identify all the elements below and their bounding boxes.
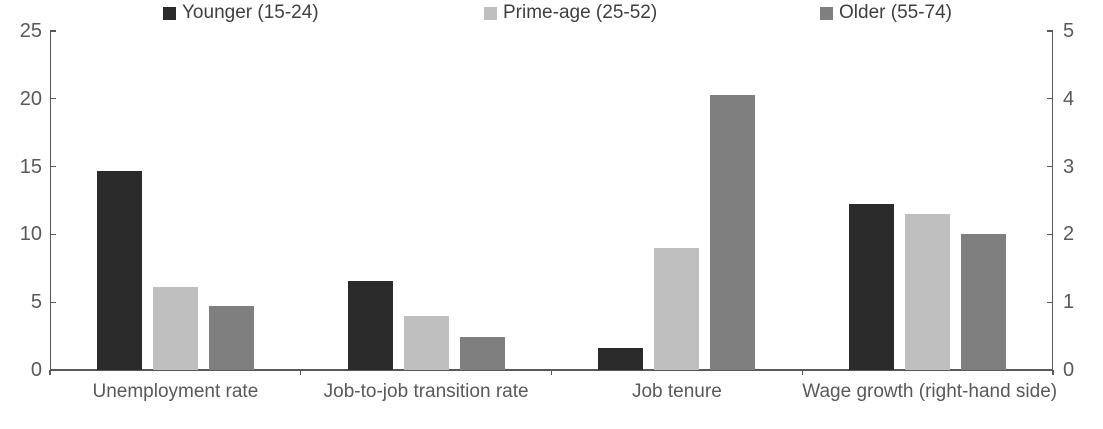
- left-y-axis-line: [50, 31, 52, 370]
- legend-label-older: Older (55-74): [839, 2, 952, 23]
- bar-group: [50, 170, 301, 370]
- legend-label-younger: Younger (15-24): [182, 2, 319, 23]
- legend-swatch-younger: [163, 6, 176, 20]
- left-y-axis-tick-label: 0: [30, 359, 42, 381]
- bar: [905, 214, 951, 370]
- right-y-axis-tick-label: 1: [1063, 291, 1075, 314]
- left-y-axis-tick-label: 20: [19, 87, 42, 110]
- legend-swatch-prime-age: [484, 6, 497, 20]
- left-y-axis-tick-mark: [50, 30, 56, 32]
- bar-group: [301, 280, 552, 370]
- bar: [152, 287, 198, 370]
- bar: [961, 234, 1007, 370]
- bar: [598, 348, 644, 370]
- bar: [208, 306, 254, 370]
- right-y-axis-tick-mark: [1047, 301, 1053, 303]
- x-axis-category-label: Unemployment rate: [92, 381, 259, 402]
- right-y-axis-tick-label: 0: [1063, 359, 1075, 381]
- right-y-axis-line: [1052, 31, 1054, 370]
- right-y-axis-tick-label: 3: [1063, 155, 1075, 178]
- x-axis-tick-mark: [550, 370, 553, 375]
- x-axis-tick-mark: [801, 370, 803, 375]
- bar-group: [802, 203, 1053, 370]
- right-y-axis-tick-label: 4: [1063, 87, 1075, 110]
- right-y-axis-tick-mark: [1047, 233, 1053, 236]
- left-y-axis-tick-label: 15: [19, 155, 42, 178]
- right-y-axis-tick-mark: [1047, 98, 1053, 100]
- legend-item-prime-age: Prime-age (25-52): [484, 3, 657, 23]
- chart-legend: Younger (15-24) Prime-age (25-52) Older …: [0, 0, 1103, 26]
- left-y-axis-tick-label: 5: [30, 291, 42, 314]
- right-y-axis-tick-mark: [1047, 30, 1053, 32]
- right-y-axis-tick-label: 5: [1063, 20, 1075, 42]
- left-y-axis-tick-mark: [50, 98, 56, 100]
- left-y-axis-tick-mark: [50, 233, 56, 236]
- bar: [403, 315, 449, 370]
- x-axis-category-label: Job tenure: [631, 381, 722, 402]
- bar: [347, 280, 393, 370]
- legend-label-prime-age: Prime-age (25-52): [503, 2, 658, 23]
- bar-group: [552, 94, 803, 370]
- x-axis-tick-mark: [300, 370, 302, 375]
- bar: [654, 247, 700, 370]
- right-y-axis-tick-label: 2: [1063, 223, 1075, 246]
- legend-item-younger: Younger (15-24): [163, 3, 319, 23]
- left-y-axis-tick-label: 10: [19, 223, 42, 246]
- left-y-axis-tick-mark: [50, 301, 56, 303]
- legend-item-older: Older (55-74): [820, 3, 952, 23]
- x-axis-category-label: Job-to-job transition rate: [323, 381, 529, 402]
- x-axis-tick-mark: [49, 370, 51, 375]
- x-axis-tick-mark: [1052, 370, 1054, 375]
- bar: [96, 170, 142, 370]
- right-y-axis-tick-mark: [1047, 165, 1053, 168]
- left-y-axis-tick-mark: [50, 165, 56, 168]
- bar: [710, 94, 756, 370]
- bar: [849, 203, 895, 370]
- x-axis-category-label: Wage growth (right-hand side): [802, 381, 1058, 402]
- legend-swatch-older: [820, 6, 833, 20]
- bar: [459, 337, 505, 370]
- left-y-axis-tick-label: 25: [19, 20, 42, 42]
